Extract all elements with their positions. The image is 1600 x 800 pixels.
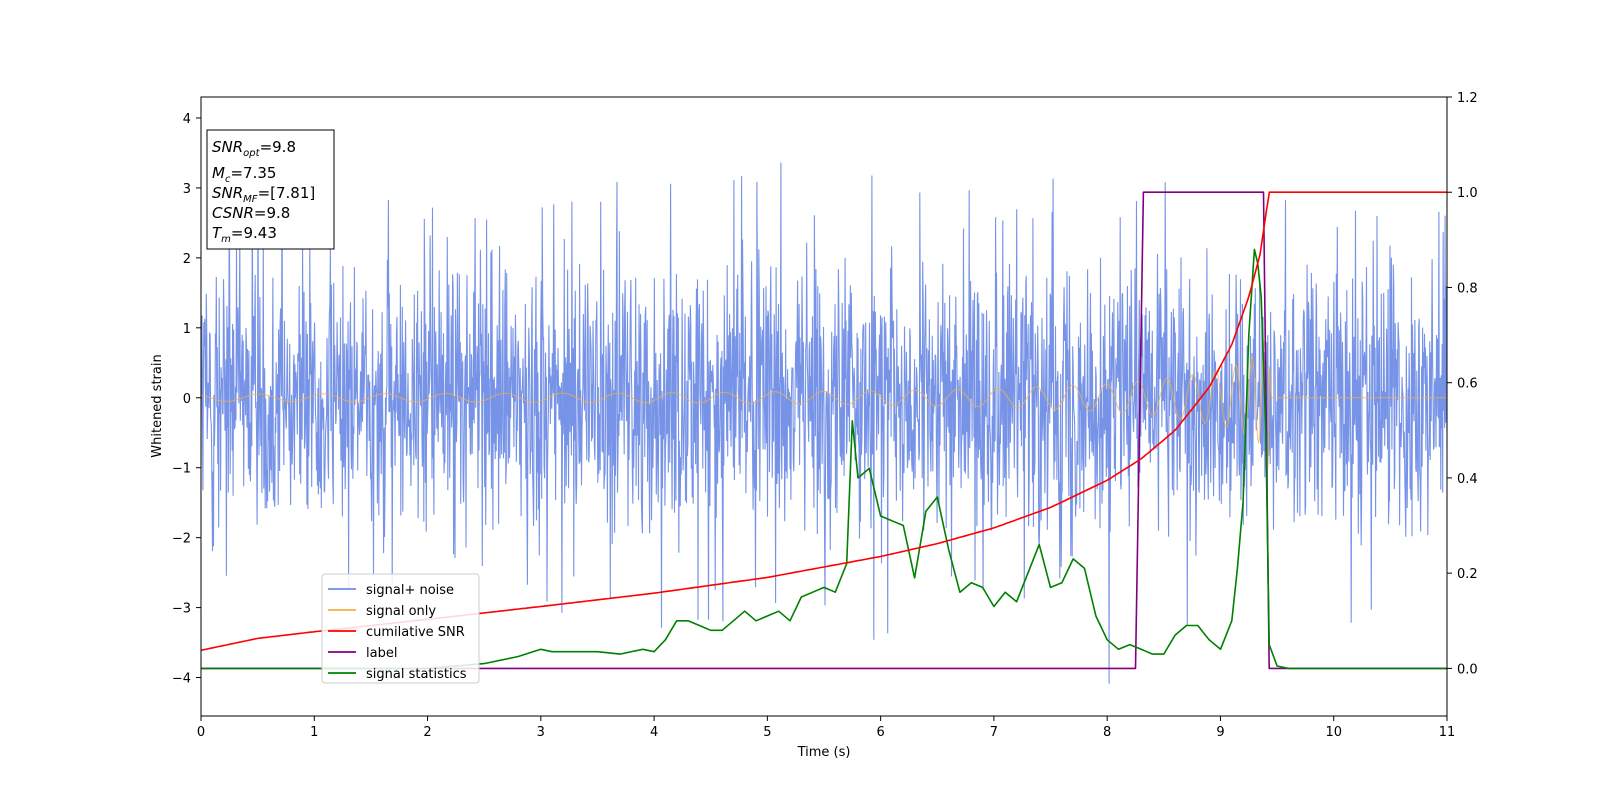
annotation-frame [206,129,335,250]
y-left-tick-label: 0 [183,392,191,407]
plot-area [201,154,1447,684]
x-tick-label: 4 [650,725,658,740]
annotation-snr-opt: SNRopt=9.8 [212,138,296,159]
series-signal-noise-line [201,154,1447,684]
y-left-tick-label: −3 [172,602,191,617]
y-right-tick-label: 0.6 [1457,377,1478,392]
x-tick-label: 9 [1216,725,1224,740]
legend-label: signal only [366,604,436,619]
x-tick-label: 11 [1439,725,1456,740]
legend-frame [321,573,480,684]
y-left-tick-label: −1 [172,462,191,477]
legend-label: signal+ noise [366,583,454,598]
y-right-tick-label: 0.0 [1457,662,1478,677]
x-axis-label: Time (s) [797,745,851,760]
annotation-tm: Tm=9.43 [212,224,277,245]
y-axis-left-ticks: 4 3 2 1 0 −1 −2 −3 −4 [172,112,201,687]
annotation-mc: Mc=7.35 [212,164,276,185]
y-left-tick-label: 2 [183,252,191,267]
legend-label: signal statistics [366,667,467,682]
legend-label: label [366,646,397,661]
x-tick-label: 1 [310,725,318,740]
series-signal-statistics-line [201,248,1447,670]
annotation-snr-mf: SNRMF=[7.81] [212,184,315,205]
y-left-tick-label: −2 [172,532,191,547]
y-axis-right-ticks: 1.2 1.0 0.8 0.6 0.4 0.2 0.0 [1447,91,1478,677]
x-tick-label: 7 [990,725,998,740]
y-axis-label: Whitened strain [150,354,165,457]
legend-label: cumilative SNR [366,625,465,640]
x-tick-label: 0 [197,725,205,740]
y-right-tick-label: 1.2 [1457,91,1478,106]
y-right-tick-label: 0.4 [1457,472,1478,487]
x-tick-label: 10 [1325,725,1342,740]
x-tick-label: 6 [876,725,884,740]
y-right-tick-label: 0.8 [1457,281,1478,296]
x-tick-label: 3 [537,725,545,740]
y-left-tick-label: 4 [183,112,191,127]
y-right-tick-label: 0.2 [1457,567,1478,582]
series-signal-only-line [201,340,1447,468]
x-axis-ticks: 0 1 2 3 4 5 6 7 8 9 10 11 [197,716,1455,740]
y-left-tick-label: 1 [183,322,191,337]
annotation-csnr: CSNR=9.8 [212,204,290,222]
stats-annotation-box: SNRopt=9.8 Mc=7.35 SNRMF=[7.81] CSNR=9.8… [206,129,335,250]
legend: signal+ noise signal only cumilative SNR la… [321,573,480,684]
plot-frame [200,96,1448,717]
y-left-tick-label: 3 [183,182,191,197]
x-tick-label: 2 [423,725,431,740]
y-left-tick-label: −4 [172,672,191,687]
x-tick-label: 5 [763,725,771,740]
y-right-tick-label: 1.0 [1457,186,1478,201]
x-tick-label: 8 [1103,725,1111,740]
